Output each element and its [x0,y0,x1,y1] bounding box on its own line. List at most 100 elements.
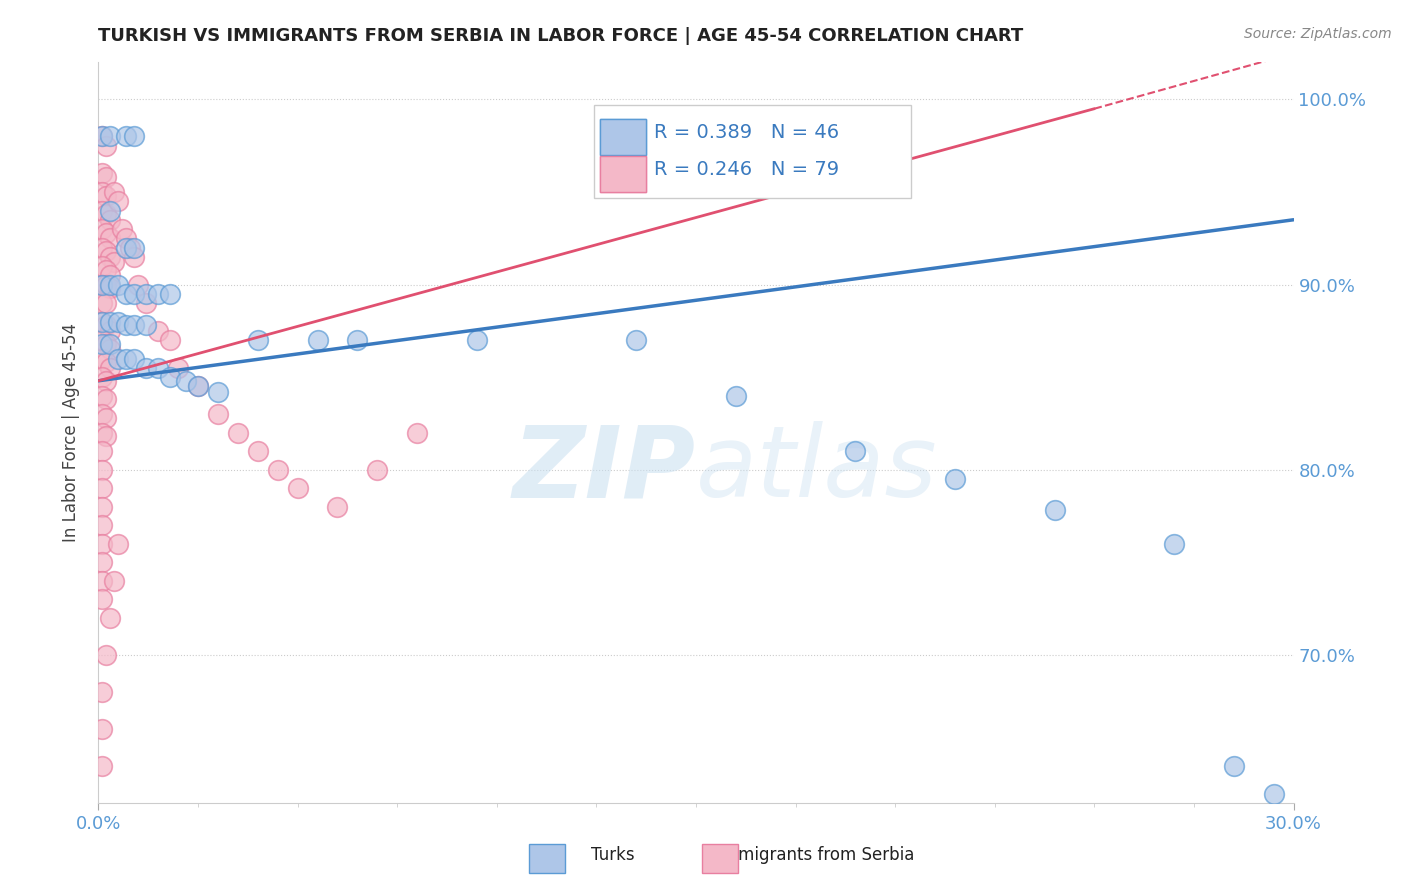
Point [98,343,122,357]
Point [167,360,190,375]
Point [1263,787,1285,801]
Point [98,129,122,144]
Point [366,462,388,476]
Y-axis label: In Labor Force | Age 45-54: In Labor Force | Age 45-54 [62,323,80,542]
Point [605,129,627,144]
Point [159,333,181,347]
Point [91,277,114,292]
Point [96,207,118,221]
Point [246,444,269,458]
Point [111,222,134,236]
Point [98,314,122,328]
Point [267,462,290,476]
Point [91,129,114,144]
Point [91,333,114,347]
Point [307,333,329,347]
Point [159,286,181,301]
Point [91,388,114,402]
Point [124,351,146,366]
Point [91,462,114,476]
Point [326,500,349,514]
Point [135,318,157,333]
Point [107,351,129,366]
Point [159,370,181,384]
Point [91,336,114,351]
Point [98,268,122,283]
Point [98,360,122,375]
Point [91,129,114,144]
Point [96,410,118,425]
Text: Source: ZipAtlas.com: Source: ZipAtlas.com [1244,27,1392,41]
Point [346,333,368,347]
Point [124,129,146,144]
Point [96,336,118,351]
Point [107,277,129,292]
Point [98,281,122,295]
Point [124,250,146,264]
Point [148,286,170,301]
Point [1223,758,1246,772]
Point [91,574,114,588]
Point [96,277,118,292]
Point [96,296,118,310]
Point [187,379,209,393]
Point [98,203,122,218]
Point [96,226,118,240]
Point [148,360,170,375]
Point [96,138,118,153]
Point [115,240,138,254]
Point [1163,536,1185,550]
Point [96,374,118,388]
Point [96,188,118,202]
Point [115,286,138,301]
Text: atlas: atlas [696,421,938,518]
Point [124,318,146,333]
Point [120,240,142,254]
Point [148,324,170,338]
Point [91,518,114,533]
Point [96,244,118,259]
Point [115,351,138,366]
Point [135,360,157,375]
FancyBboxPatch shape [595,105,911,198]
Text: ZIP: ZIP [513,421,696,518]
FancyBboxPatch shape [702,844,738,873]
Point [103,574,125,588]
Point [187,379,209,393]
Point [91,203,114,218]
Point [844,444,866,458]
Point [98,231,122,245]
Point [107,194,129,209]
Point [91,240,114,254]
Point [115,231,138,245]
Point [98,324,122,338]
FancyBboxPatch shape [600,120,645,155]
Text: Immigrants from Serbia: Immigrants from Serbia [717,846,914,863]
Point [91,425,114,440]
Point [98,250,122,264]
Text: Turks: Turks [591,846,634,863]
Point [107,536,129,550]
Point [91,370,114,384]
Point [96,170,118,185]
Point [98,277,122,292]
Point [115,129,138,144]
Point [96,429,118,443]
Point [91,296,114,310]
Point [174,374,197,388]
Point [91,351,114,366]
Point [226,425,249,440]
Point [127,277,149,292]
Point [91,481,114,495]
Point [91,222,114,236]
Point [91,314,114,328]
Point [124,286,146,301]
Point [96,318,118,333]
Point [115,318,138,333]
Point [287,481,309,495]
Point [96,392,118,407]
FancyBboxPatch shape [600,156,645,192]
Point [91,314,114,328]
Text: TURKISH VS IMMIGRANTS FROM SERBIA IN LABOR FORCE | AGE 45-54 CORRELATION CHART: TURKISH VS IMMIGRANTS FROM SERBIA IN LAB… [98,27,1024,45]
Point [246,333,269,347]
